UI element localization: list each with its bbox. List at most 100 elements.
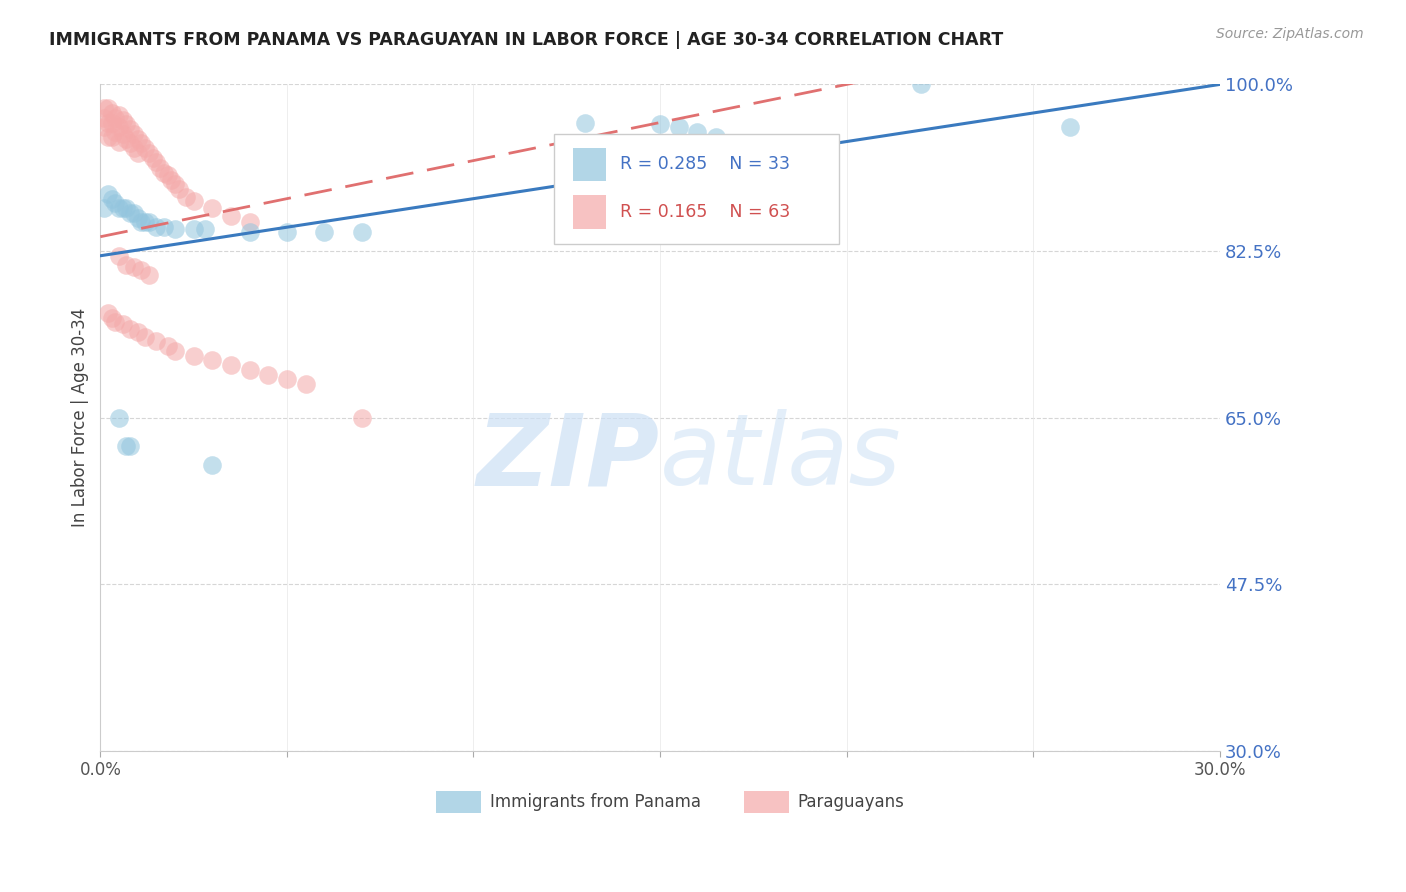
Point bbox=[127, 325, 149, 339]
Point bbox=[134, 329, 156, 343]
FancyBboxPatch shape bbox=[572, 148, 606, 181]
Point bbox=[120, 122, 142, 136]
Point bbox=[314, 225, 336, 239]
Point bbox=[138, 215, 160, 229]
Point bbox=[100, 192, 122, 206]
Y-axis label: In Labor Force | Age 30-34: In Labor Force | Age 30-34 bbox=[72, 308, 89, 527]
Point bbox=[97, 186, 120, 201]
Text: ZIP: ZIP bbox=[477, 409, 659, 506]
Point bbox=[108, 108, 131, 122]
Point bbox=[239, 225, 262, 239]
Point bbox=[194, 222, 217, 236]
Point bbox=[127, 145, 149, 160]
Point bbox=[276, 225, 298, 239]
Point bbox=[160, 172, 183, 186]
Point bbox=[201, 458, 224, 472]
Point bbox=[120, 206, 142, 220]
Point bbox=[156, 168, 179, 182]
Point bbox=[108, 120, 131, 135]
Point bbox=[97, 306, 120, 320]
Point bbox=[145, 334, 167, 349]
Point bbox=[115, 201, 138, 215]
Point bbox=[219, 358, 242, 372]
Point bbox=[201, 201, 224, 215]
Point bbox=[115, 131, 138, 145]
Point bbox=[104, 125, 127, 139]
Point bbox=[111, 201, 134, 215]
Point bbox=[104, 111, 127, 125]
Text: Paraguayans: Paraguayans bbox=[797, 793, 904, 811]
Point bbox=[174, 190, 197, 204]
Point bbox=[201, 353, 224, 368]
Point bbox=[97, 129, 120, 144]
Point bbox=[163, 343, 186, 358]
Point bbox=[183, 194, 205, 208]
Point bbox=[93, 120, 115, 135]
Point bbox=[120, 439, 142, 453]
Point bbox=[100, 115, 122, 129]
Text: Source: ZipAtlas.com: Source: ZipAtlas.com bbox=[1216, 27, 1364, 41]
Point bbox=[93, 101, 115, 115]
Text: atlas: atlas bbox=[659, 409, 901, 506]
Point bbox=[142, 151, 165, 165]
Point bbox=[239, 363, 262, 377]
Point bbox=[704, 129, 727, 144]
Point bbox=[127, 211, 149, 225]
Point bbox=[131, 263, 153, 277]
Point bbox=[145, 220, 167, 235]
Point bbox=[100, 310, 122, 325]
Point bbox=[111, 112, 134, 127]
Point bbox=[152, 220, 174, 235]
Point bbox=[93, 201, 115, 215]
Point bbox=[100, 129, 122, 144]
Point bbox=[167, 182, 190, 196]
Point bbox=[350, 410, 373, 425]
Point bbox=[1059, 120, 1081, 135]
Point bbox=[122, 127, 145, 141]
Point bbox=[111, 318, 134, 332]
FancyBboxPatch shape bbox=[572, 195, 606, 228]
Text: IMMIGRANTS FROM PANAMA VS PARAGUAYAN IN LABOR FORCE | AGE 30-34 CORRELATION CHAR: IMMIGRANTS FROM PANAMA VS PARAGUAYAN IN … bbox=[49, 31, 1004, 49]
Point bbox=[120, 136, 142, 151]
Point bbox=[122, 206, 145, 220]
Point bbox=[294, 377, 316, 392]
Point bbox=[134, 141, 156, 155]
Point bbox=[686, 125, 709, 139]
Point bbox=[239, 215, 262, 229]
Point bbox=[131, 136, 153, 151]
Point bbox=[149, 161, 172, 176]
Point bbox=[350, 225, 373, 239]
Text: R = 0.285    N = 33: R = 0.285 N = 33 bbox=[620, 155, 790, 173]
Point bbox=[163, 222, 186, 236]
Text: R = 0.165    N = 63: R = 0.165 N = 63 bbox=[620, 203, 790, 221]
Point bbox=[131, 215, 153, 229]
Point bbox=[108, 410, 131, 425]
Point bbox=[104, 196, 127, 211]
Point bbox=[138, 145, 160, 160]
Point bbox=[138, 268, 160, 282]
Point bbox=[183, 349, 205, 363]
Point bbox=[276, 372, 298, 386]
Point bbox=[668, 120, 690, 135]
Point bbox=[108, 249, 131, 263]
Point bbox=[183, 222, 205, 236]
FancyBboxPatch shape bbox=[744, 791, 789, 813]
Point bbox=[108, 135, 131, 149]
Point bbox=[104, 315, 127, 329]
Point bbox=[127, 131, 149, 145]
Point bbox=[163, 178, 186, 192]
Point bbox=[100, 106, 122, 120]
Point bbox=[115, 439, 138, 453]
Point bbox=[93, 111, 115, 125]
Point bbox=[156, 339, 179, 353]
Point bbox=[134, 215, 156, 229]
Point bbox=[152, 166, 174, 180]
Point bbox=[910, 78, 932, 92]
Point bbox=[257, 368, 280, 382]
Point bbox=[115, 258, 138, 272]
Point bbox=[648, 117, 671, 131]
Point bbox=[574, 115, 596, 129]
Point bbox=[120, 322, 142, 336]
Point bbox=[97, 101, 120, 115]
Point bbox=[122, 260, 145, 275]
